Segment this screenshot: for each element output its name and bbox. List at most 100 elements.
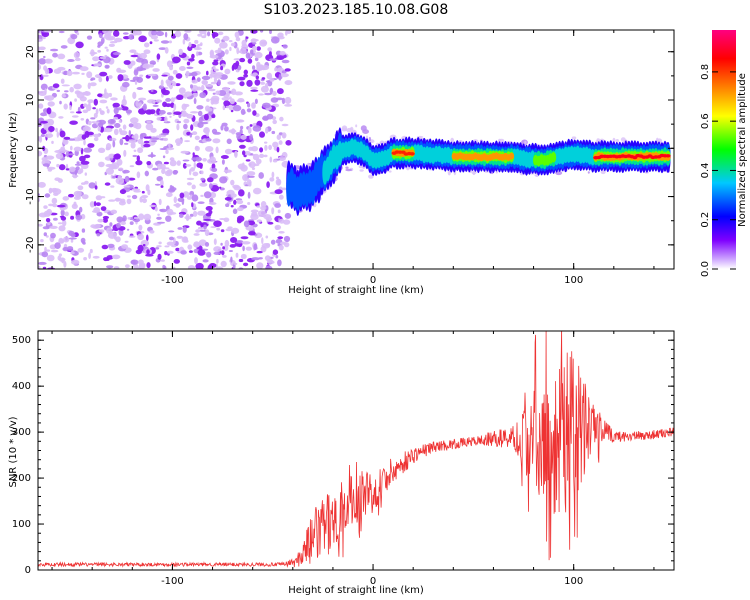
noise-speckle <box>168 143 171 148</box>
noise-speckle <box>256 250 263 254</box>
noise-speckle <box>112 102 120 108</box>
noise-speckle <box>148 64 155 68</box>
noise-speckle <box>108 43 115 47</box>
noise-speckle <box>235 252 239 258</box>
noise-speckle <box>200 170 204 175</box>
noise-speckle <box>79 168 84 174</box>
noise-speckle <box>119 189 127 195</box>
noise-speckle <box>235 240 244 244</box>
noise-speckle <box>133 133 139 141</box>
noise-speckle <box>210 226 217 229</box>
noise-speckle <box>256 205 261 208</box>
noise-speckle <box>201 35 207 39</box>
noise-speckle <box>278 244 284 251</box>
noise-speckle <box>98 108 102 112</box>
noise-speckle <box>165 149 169 155</box>
noise-speckle <box>279 51 286 56</box>
noise-speckle <box>274 67 278 72</box>
noise-speckle <box>139 196 143 203</box>
noise-speckle <box>97 218 104 223</box>
noise-speckle <box>98 77 103 83</box>
noise-speckle <box>193 161 196 169</box>
noise-speckle <box>252 153 260 161</box>
noise-speckle <box>136 155 140 162</box>
noise-speckle <box>58 222 63 225</box>
noise-speckle <box>61 84 70 87</box>
noise-speckle <box>143 213 152 221</box>
noise-speckle <box>190 124 194 131</box>
noise-speckle <box>74 163 83 166</box>
noise-speckle <box>54 242 61 250</box>
noise-speckle <box>53 68 62 74</box>
noise-speckle <box>133 69 139 76</box>
noise-speckle <box>247 102 251 108</box>
noise-speckle <box>76 193 80 199</box>
noise-speckle <box>52 188 62 195</box>
ridge-halo <box>571 136 577 140</box>
noise-speckle <box>38 181 46 188</box>
noise-speckle <box>283 235 291 243</box>
noise-speckle <box>272 119 278 125</box>
noise-speckle <box>107 231 117 239</box>
noise-speckle <box>42 74 49 77</box>
noise-speckle <box>277 236 284 240</box>
noise-speckle <box>271 207 275 215</box>
noise-speckle <box>209 54 219 59</box>
noise-speckle <box>79 96 87 102</box>
ridge-halo <box>358 165 364 169</box>
spectrogram-frame <box>37 29 675 270</box>
noise-speckle <box>95 202 101 207</box>
noise-speckle <box>75 214 83 220</box>
noise-speckle <box>245 159 251 162</box>
noise-speckle <box>228 129 237 133</box>
noise-speckle <box>135 100 140 107</box>
noise-speckle <box>219 41 228 49</box>
noise-speckle <box>265 265 273 269</box>
noise-speckle <box>38 150 43 157</box>
ridge-halo <box>524 140 527 145</box>
noise-speckle <box>63 70 68 75</box>
noise-speckle <box>271 130 276 135</box>
snr-xtick-label: 0 <box>370 576 376 587</box>
noise-speckle <box>58 164 66 171</box>
noise-speckle <box>131 188 141 191</box>
noise-speckle <box>178 87 186 94</box>
noise-speckle <box>252 65 256 70</box>
noise-speckle <box>275 255 279 259</box>
noise-speckle <box>100 206 107 212</box>
noise-speckle <box>98 122 104 128</box>
noise-speckle <box>197 110 203 117</box>
noise-speckle <box>115 177 125 185</box>
noise-speckle <box>42 163 51 167</box>
noise-speckle <box>263 154 268 158</box>
noise-speckle <box>199 30 207 35</box>
noise-speckle <box>130 60 136 66</box>
noise-speckle <box>73 51 80 59</box>
noise-speckle <box>183 33 189 41</box>
noise-speckle <box>270 97 279 103</box>
noise-speckle <box>75 41 84 49</box>
noise-speckle <box>164 116 168 123</box>
noise-speckle <box>222 35 230 42</box>
noise-speckle <box>243 220 250 228</box>
noise-speckle <box>82 109 89 114</box>
noise-speckle <box>173 111 182 115</box>
noise-speckle <box>194 257 198 265</box>
noise-speckle <box>281 59 290 64</box>
noise-speckle <box>279 241 287 245</box>
noise-speckle <box>213 238 217 245</box>
noise-speckle <box>197 249 206 256</box>
noise-speckle <box>207 177 214 183</box>
ridge-halo <box>355 124 358 128</box>
noise-speckle <box>195 229 201 233</box>
noise-speckle <box>146 120 152 124</box>
noise-speckle <box>251 211 258 217</box>
noise-speckle <box>197 210 206 216</box>
noise-speckle <box>206 107 213 112</box>
noise-speckle <box>110 185 115 188</box>
colorbar-tick-label: 0.2 <box>700 212 711 228</box>
noise-speckle <box>170 102 175 108</box>
noise-speckle <box>266 113 274 120</box>
snr-ytick-label: 400 <box>12 381 31 392</box>
noise-speckle <box>129 221 134 226</box>
